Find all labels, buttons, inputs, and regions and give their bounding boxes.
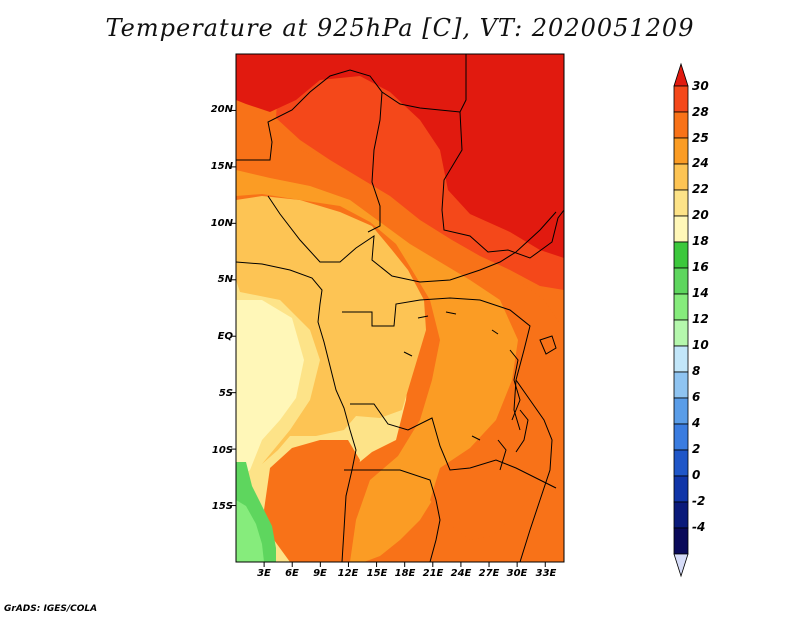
- band-25-south: [264, 440, 360, 562]
- colorbar-label-28: 28: [692, 105, 709, 119]
- colorbar-swatch-3: [673, 163, 689, 191]
- sudan-border: [441, 111, 564, 259]
- colorbar-swatch-14: [673, 449, 689, 477]
- x-tick-24e: 24E: [450, 568, 472, 579]
- colorbar-label-minus-2: -2: [692, 494, 706, 508]
- x-tick-27e: 27E: [478, 568, 500, 579]
- colorbar-swatch-6: [673, 241, 689, 269]
- temperature-field: [236, 54, 564, 562]
- colorbar-label-12: 12: [692, 312, 709, 326]
- colorbar-swatch-8: [673, 293, 689, 321]
- colorbar-swatch-5: [673, 215, 689, 243]
- x-tick-12e: 12E: [337, 568, 359, 579]
- colorbar-label-10: 10: [692, 338, 709, 352]
- colorbar-swatch-0: [673, 85, 689, 113]
- colorbar-over-triangle: [673, 62, 689, 87]
- colorbar-swatch-2: [673, 137, 689, 165]
- central-borders: [267, 195, 557, 283]
- y-tick-10n: 10N: [210, 218, 233, 229]
- inland-contour-marks: [403, 311, 499, 441]
- north-borders: [236, 54, 467, 161]
- sahel-border: [367, 91, 383, 233]
- x-tick-18e: 18E: [394, 568, 416, 579]
- y-tick-15s: 15S: [211, 501, 233, 512]
- west-coastline: [236, 261, 357, 562]
- band-30: [236, 54, 564, 258]
- grads-credit: GrADS: IGES/COLA: [4, 604, 98, 614]
- colorbar-label-4: 4: [692, 416, 701, 430]
- x-tick-6e: 6E: [285, 568, 299, 579]
- map-title: Temperature at 925hPa [C], VT: 202005120…: [105, 14, 695, 42]
- country-borders: [236, 54, 564, 562]
- colorbar-label-22: 22: [692, 182, 709, 196]
- colorbar-label-8: 8: [692, 364, 701, 378]
- y-tick-20n: 20N: [210, 104, 233, 115]
- colorbar-swatch-13: [673, 423, 689, 451]
- colorbar-label-0: 0: [692, 468, 701, 482]
- band-22: [236, 196, 426, 464]
- colorbar-label-6: 6: [692, 390, 701, 404]
- y-tick-5s: 5S: [218, 388, 233, 399]
- axis-ticks: [231, 109, 546, 567]
- colorbar-swatch-15: [673, 475, 689, 503]
- congo-basin-borders: [342, 297, 531, 431]
- x-tick-9e: 9E: [313, 568, 327, 579]
- band-25: [236, 128, 564, 540]
- y-tick-5n: 5N: [217, 274, 233, 285]
- colorbar-swatch-9: [673, 319, 689, 347]
- x-tick-3e: 3E: [257, 568, 271, 579]
- colorbar-label-16: 16: [692, 260, 709, 274]
- lake-outlines: [497, 335, 557, 471]
- colorbar-label-30: 30: [692, 79, 709, 93]
- band-14: [236, 500, 264, 562]
- colorbar-swatch-12: [673, 397, 689, 425]
- x-tick-15e: 15E: [366, 568, 388, 579]
- colorbar-label-20: 20: [692, 208, 709, 222]
- colorbar-label-25: 25: [692, 131, 709, 145]
- colorbar-label-18: 18: [692, 234, 709, 248]
- colorbar-swatch-1: [673, 111, 689, 139]
- colorbar-swatch-4: [673, 189, 689, 217]
- y-tick-15n: 15N: [210, 161, 233, 172]
- map-frame: [235, 53, 565, 563]
- colorbar-under-triangle: [673, 553, 689, 578]
- y-tick-10s: 10S: [211, 445, 233, 456]
- colorbar-label-24: 24: [692, 156, 709, 170]
- colorbar-swatch-7: [673, 267, 689, 295]
- colorbar-label-minus-4: -4: [692, 520, 706, 534]
- colorbar-swatch-10: [673, 345, 689, 373]
- colorbar-swatch-11: [673, 371, 689, 399]
- east-borders: [515, 379, 553, 562]
- x-tick-21e: 21E: [422, 568, 444, 579]
- colorbar-swatch-16: [673, 501, 689, 529]
- south-west-borders: [344, 469, 441, 562]
- colorbar: [673, 62, 689, 578]
- y-tick-eq: EQ: [217, 331, 233, 342]
- colorbar-swatch-17: [673, 527, 689, 555]
- band-18: [236, 300, 304, 480]
- x-tick-30e: 30E: [506, 568, 528, 579]
- x-tick-33e: 33E: [535, 568, 557, 579]
- colorbar-label-2: 2: [692, 442, 701, 456]
- colorbar-label-14: 14: [692, 286, 709, 300]
- southern-borders: [350, 403, 557, 489]
